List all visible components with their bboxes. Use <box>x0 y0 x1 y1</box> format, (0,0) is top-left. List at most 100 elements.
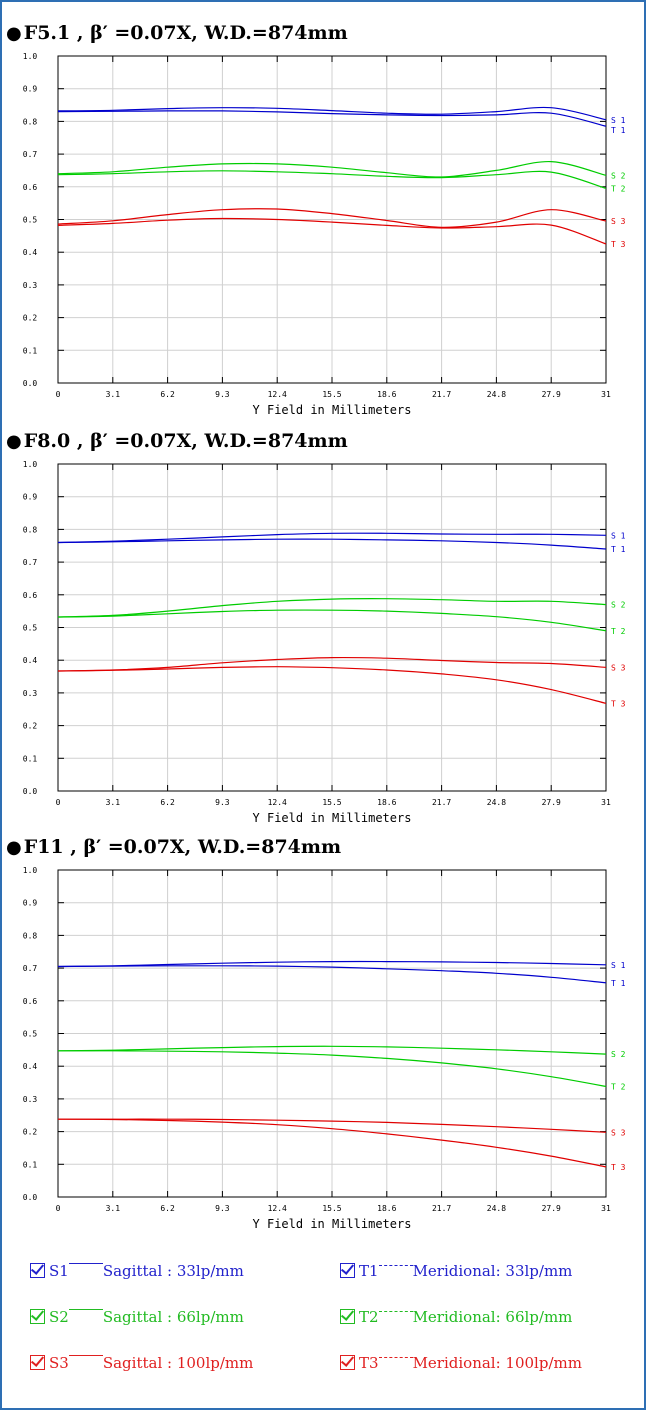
series-line-s3 <box>58 1118 607 1133</box>
legend-name: Sagittal : <box>102 1354 177 1372</box>
x-tick-label: 18.6 <box>377 390 396 399</box>
x-tick-label: 24.8 <box>487 390 506 399</box>
legend-item-t1: T1 Meridional: 33lp/mm <box>340 1262 572 1280</box>
y-tick-label: 0.5 <box>23 624 38 633</box>
legend-code: S2 <box>49 1308 69 1326</box>
series-label: T 2 <box>611 627 626 636</box>
legend-item-s1: S1 Sagittal : 33lp/mm <box>30 1262 244 1280</box>
x-axis-title: Y Field in Millimeters <box>253 811 412 825</box>
y-tick-label: 0.4 <box>23 656 38 665</box>
legend-item-t2: T2 Meridional: 66lp/mm <box>340 1308 572 1326</box>
series-label: S 3 <box>611 217 626 226</box>
series-line-s2 <box>57 1045 607 1055</box>
mtf-chart-f11: 0 3.1 6.2 9.3 12.4 15.5 18.6 21.7 24.8 27.9 31 0.0 0… <box>23 866 626 1231</box>
x-tick-label: 9.3 <box>215 1204 230 1213</box>
y-tick-label: 1.0 <box>23 460 38 469</box>
legend-frequency: 33lp/mm <box>505 1262 573 1280</box>
x-tick-label: 3.1 <box>106 390 121 399</box>
legend-line-sample <box>378 1357 413 1358</box>
x-tick-label: 18.6 <box>377 798 396 807</box>
series-label: T 2 <box>611 1082 626 1091</box>
legend-code: S3 <box>49 1354 69 1372</box>
legend-frequency: 66lp/mm <box>176 1308 244 1326</box>
plot-frame <box>57 463 607 792</box>
y-tick-label: 0.6 <box>23 183 38 192</box>
y-tick-label: 0.2 <box>23 314 38 323</box>
legend-line-sample <box>68 1263 103 1264</box>
legend-code: T2 <box>359 1308 379 1326</box>
mtf-chart-f51: 0 3.1 6.2 9.3 12.4 15.5 18.6 21.7 24.8 27.9 31 0.0 0… <box>23 52 626 417</box>
series-label: S 3 <box>611 1128 626 1137</box>
chart-title-text: F11 , β′ =0.07X, W.D.=874mm <box>23 836 342 858</box>
legend-name: Meridional: <box>412 1308 506 1326</box>
legend-frequency: 100lp/mm <box>176 1354 254 1372</box>
series-label: T 1 <box>611 545 626 554</box>
x-axis-title: Y Field in Millimeters <box>253 1217 412 1231</box>
x-tick-label: 31 <box>601 798 611 807</box>
x-tick-label: 6.2 <box>160 1204 175 1213</box>
x-tick-label: 3.1 <box>106 798 121 807</box>
mtf-chart-f80: 0 3.1 6.2 9.3 12.4 15.5 18.6 21.7 24.8 27.9 31 0.0 0… <box>23 460 626 825</box>
series-label: S 3 <box>611 663 626 672</box>
series-line-t3 <box>57 1118 607 1168</box>
series-line-t3 <box>57 217 607 245</box>
x-tick-label: 0 <box>56 798 61 807</box>
y-tick-label: 0.0 <box>23 1193 38 1202</box>
series-line-t3 <box>57 666 607 704</box>
legend-item-s3: S3 Sagittal : 100lp/mm <box>30 1354 253 1372</box>
x-tick-label: 31 <box>601 390 611 399</box>
checkbox-icon[interactable] <box>340 1355 355 1370</box>
legend-item-t3: T3 Meridional: 100lp/mm <box>340 1354 582 1372</box>
y-tick-label: 0.8 <box>23 117 38 126</box>
x-tick-label: 27.9 <box>542 1204 561 1213</box>
y-tick-label: 0.7 <box>23 150 38 159</box>
chart-title-f51: ● F5.1 , β′ =0.07X, W.D.=874mm <box>6 22 348 44</box>
series-line-t2 <box>58 1050 607 1088</box>
checkbox-icon[interactable] <box>340 1309 355 1324</box>
legend-row: S1 Sagittal : 33lp/mm T1 Meridional: 33lp/m… <box>30 1262 630 1286</box>
x-tick-label: 27.9 <box>542 798 561 807</box>
x-tick-label: 9.3 <box>215 390 230 399</box>
x-tick-label: 15.5 <box>322 1204 341 1213</box>
legend-line-sample <box>68 1309 103 1310</box>
legend-name: Sagittal : <box>102 1308 177 1326</box>
x-tick-label: 12.4 <box>268 390 287 399</box>
chart-title-text: F5.1 , β′ =0.07X, W.D.=874mm <box>23 22 348 44</box>
legend-frequency: 100lp/mm <box>505 1354 582 1372</box>
legend-row: S3 Sagittal : 100lp/mm T3 Meridional: 100lp… <box>30 1354 630 1378</box>
legend-line-sample <box>68 1355 103 1356</box>
series-label: S 2 <box>611 601 626 610</box>
legend-frequency: 33lp/mm <box>176 1262 244 1280</box>
y-tick-label: 1.0 <box>23 866 38 875</box>
y-tick-label: 0.8 <box>23 931 38 940</box>
y-tick-label: 0.1 <box>23 1160 38 1169</box>
x-tick-label: 0 <box>56 390 61 399</box>
series-label: T 1 <box>611 126 626 135</box>
y-tick-label: 0.8 <box>23 525 38 534</box>
x-tick-label: 6.2 <box>160 798 175 807</box>
series-label: T 2 <box>611 184 626 193</box>
x-tick-label: 24.8 <box>487 798 506 807</box>
series-line-s2 <box>57 160 607 178</box>
checkbox-icon[interactable] <box>340 1263 355 1278</box>
legend-row: S2 Sagittal : 66lp/mm T2 Meridional: 66lp/m… <box>30 1308 630 1332</box>
checkbox-icon[interactable] <box>30 1309 45 1324</box>
series-line-t1 <box>57 965 607 984</box>
x-tick-label: 0 <box>56 1204 61 1213</box>
series-label: S 1 <box>611 961 626 970</box>
checkbox-icon[interactable] <box>30 1355 45 1370</box>
y-tick-label: 0.0 <box>23 787 38 796</box>
y-tick-label: 0.3 <box>23 281 38 290</box>
series-label: T 3 <box>611 699 626 708</box>
x-tick-label: 31 <box>601 1204 611 1213</box>
chart-title-f80: ● F8.0 , β′ =0.07X, W.D.=874mm <box>6 430 348 452</box>
checkbox-icon[interactable] <box>30 1263 45 1278</box>
y-tick-label: 0.9 <box>23 493 38 502</box>
series-label: S 2 <box>611 1050 626 1059</box>
series-label: T 3 <box>611 1163 626 1172</box>
x-tick-label: 18.6 <box>377 1204 396 1213</box>
x-tick-label: 21.7 <box>432 390 451 399</box>
x-tick-label: 15.5 <box>322 798 341 807</box>
series-label: S 1 <box>611 531 626 540</box>
series-line-s3 <box>57 208 607 228</box>
